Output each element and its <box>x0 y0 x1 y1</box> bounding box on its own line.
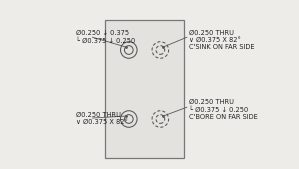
Text: Ø0.250 THRU
∨ Ø0.375 X 82°
C'SINK ON FAR SIDE: Ø0.250 THRU ∨ Ø0.375 X 82° C'SINK ON FAR… <box>189 30 254 50</box>
Bar <box>105 20 184 159</box>
Text: Ø0.250 ↓ 0.375
└ Ø0.375 ↓ 0.250: Ø0.250 ↓ 0.375 └ Ø0.375 ↓ 0.250 <box>76 30 135 44</box>
Text: Ø0.250 THRU
└ Ø0.375 ↓ 0.250
C'BORE ON FAR SIDE: Ø0.250 THRU └ Ø0.375 ↓ 0.250 C'BORE ON F… <box>189 99 258 120</box>
Text: Ø0.250 THRU
∨ Ø0.375 X 82°: Ø0.250 THRU ∨ Ø0.375 X 82° <box>76 112 128 125</box>
